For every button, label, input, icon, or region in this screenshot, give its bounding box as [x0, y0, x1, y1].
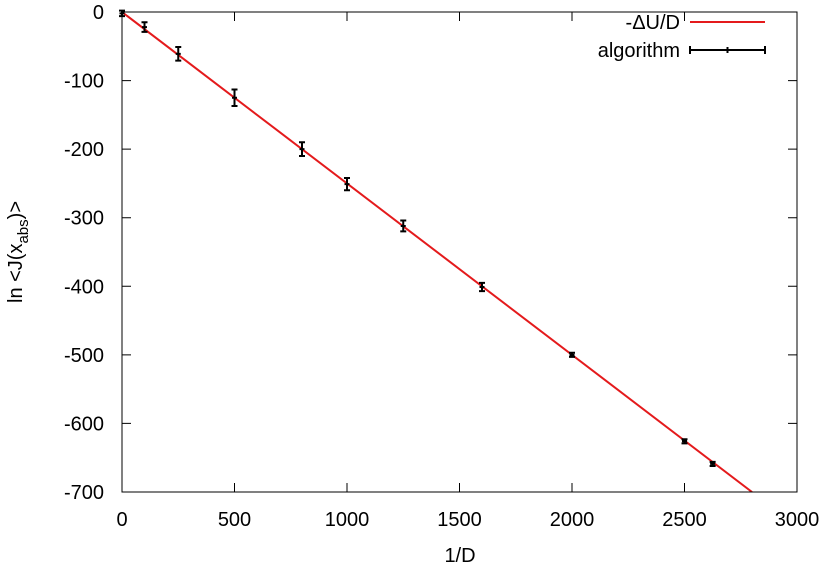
error-bar: [175, 45, 182, 62]
x-tick-label: 3000: [775, 509, 820, 531]
error-bar: [479, 281, 485, 293]
error-bar: [400, 219, 407, 233]
error-bar: [569, 351, 575, 358]
y-tick-label: -600: [64, 413, 104, 435]
y-tick-label: -400: [64, 276, 104, 298]
legend-label: -ΔU/D: [626, 12, 680, 34]
legend-label: algorithm: [598, 40, 680, 62]
plot-frame: [121, 11, 798, 493]
x-tick-label: 2000: [550, 509, 595, 531]
y-tick-label: 0: [93, 2, 104, 24]
x-axis-label: 1/D: [444, 545, 475, 567]
y-tick-label: -700: [64, 482, 104, 504]
y-tick-label: -300: [64, 208, 104, 230]
x-tick-label: 1000: [325, 509, 370, 531]
error-bar: [681, 438, 688, 445]
y-tick-label: -200: [64, 139, 104, 161]
legend-swatch: [689, 46, 766, 54]
y-label-end: )>: [5, 201, 27, 219]
error-bar: [141, 21, 148, 33]
y-label-sub: abs: [15, 219, 32, 243]
y-tick-label: -100: [64, 71, 104, 93]
x-tick-label: 2500: [662, 509, 707, 531]
error-bar: [231, 88, 238, 107]
x-tick-label: 500: [218, 509, 251, 531]
error-bar: [299, 141, 305, 157]
series-line: [122, 12, 753, 492]
y-axis-label: ln <J(xabs)>: [5, 201, 32, 303]
error-bar: [344, 176, 350, 192]
error-bar: [709, 460, 716, 467]
y-tick-label: -500: [64, 345, 104, 367]
x-tick-label: 1500: [437, 509, 482, 531]
x-tick-label: 0: [116, 509, 127, 531]
y-label-main: ln <J(x: [5, 244, 27, 303]
